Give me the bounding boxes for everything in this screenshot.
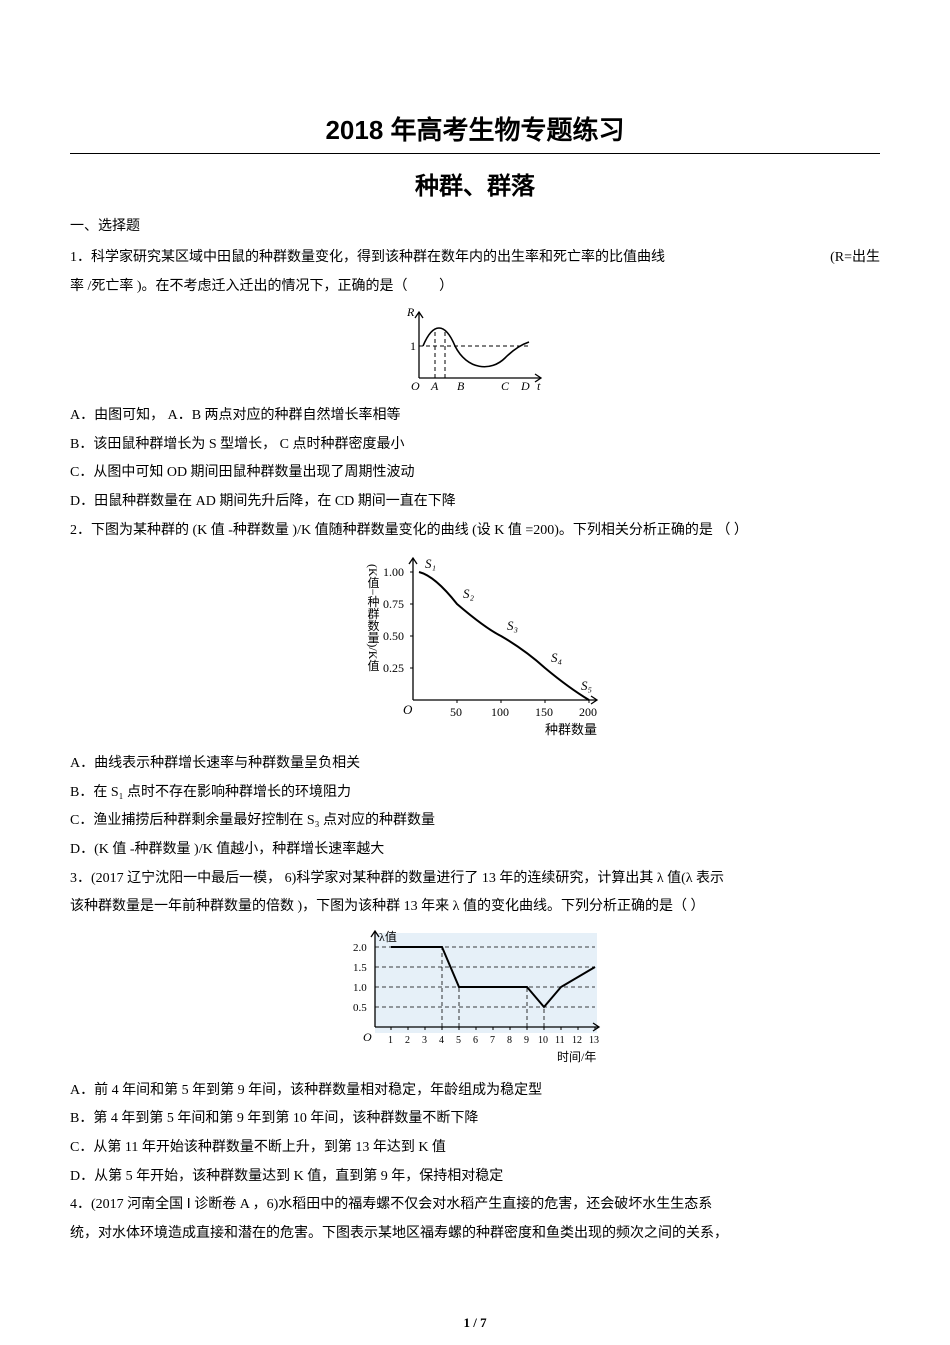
q2-optA: A．曲线表示种群增长速率与种群数量呈负相关	[70, 751, 880, 778]
q2-optB: B．在 S₁ 点时不存在影响种群增长的环境阻力	[70, 780, 880, 807]
q2-S3: S₃	[507, 618, 518, 633]
footer-current: 1	[463, 1315, 470, 1330]
q1-fig-A: A	[430, 379, 439, 392]
q3-xlabel: 时间/年	[557, 1050, 596, 1064]
q1-optD: D．田鼠种群数量在 AD 期间先升后降，在 CD 期间一直在下降	[70, 489, 880, 516]
q2-S1: S₁	[425, 556, 436, 571]
q2-S5: S₅	[581, 678, 592, 693]
q2-ylabel: (K值−种群数量)/K值	[366, 564, 380, 672]
q1-stem-line2: 率 /死亡率 )。在不考虑迁入迁出的情况下，正确的是（ ）	[70, 274, 880, 301]
q1-fig-B: B	[457, 379, 465, 392]
q1-fig-t: t	[537, 379, 541, 392]
q1-stem-c: 率 /死亡率 )。在不考虑迁入迁出的情况下，正确的是（	[70, 279, 408, 294]
main-title: 2018 年高考生物专题练习	[70, 110, 880, 147]
q2-S2: S₂	[463, 586, 475, 601]
q2-figure: 1.00 0.75 0.50 0.25 50 100 150 200 S₁ S₂…	[70, 550, 880, 745]
q1-fig-D: D	[520, 379, 530, 392]
q1-optB: B．该田鼠种群增长为 S 型增长， C 点时种群密度最小	[70, 432, 880, 459]
q1-optA: A．由图可知， A．B 两点对应的种群自然增长率相等	[70, 403, 880, 430]
q1-stem-b: (R=出生	[830, 245, 880, 272]
q1-fig-1: 1	[410, 339, 416, 353]
q3-optD: D．从第 5 年开始，该种群数量达到 K 值，直到第 9 年，保持相对稳定	[70, 1164, 880, 1191]
footer-total: 7	[480, 1315, 487, 1330]
q3-xt-4: 4	[439, 1035, 444, 1046]
q2-optC: C．渔业捕捞后种群剩余量最好控制在 S₃ 点对应的种群数量	[70, 808, 880, 835]
q2-xt-50: 50	[450, 705, 462, 719]
section-label: 一、选择题	[70, 215, 880, 235]
q1-stem-a: 1．科学家研究某区域中田鼠的种群数量变化，得到该种群在数年内的出生率和死亡率的比…	[70, 250, 665, 265]
q3-xt-6: 6	[473, 1035, 478, 1046]
q1-optC: C．从图中可知 OD 期间田鼠种群数量出现了周期性波动	[70, 460, 880, 487]
q2-yt-025: 0.25	[383, 661, 404, 675]
q3-xt-13: 13	[589, 1035, 599, 1046]
q3-xt-1: 1	[388, 1035, 393, 1046]
q3-ylabel: λ值	[379, 929, 397, 944]
q2-O: O	[403, 702, 413, 717]
q2-stem: 2．下图为某种群的 (K 值 -种群数量 )/K 值随种群数量变化的曲线 (设 …	[70, 518, 880, 545]
q1-fig-R: R	[406, 306, 415, 319]
q2-xlabel: 种群数量	[545, 722, 597, 737]
q2-S4: S₄	[551, 650, 563, 665]
q2-xt-200: 200	[579, 705, 597, 719]
q3-xt-12: 12	[572, 1035, 582, 1046]
q1-stem-d: ）	[439, 279, 453, 294]
page-footer: 1 / 7	[0, 1315, 950, 1331]
q2-xt-100: 100	[491, 705, 509, 719]
q3-O: O	[363, 1030, 372, 1044]
q3-xt-2: 2	[405, 1035, 410, 1046]
q2-yt-100: 1.00	[383, 565, 404, 579]
q3-yt-20: 2.0	[353, 942, 367, 954]
q3-xt-5: 5	[456, 1035, 461, 1046]
q3-yt-15: 1.5	[353, 962, 367, 974]
q3-stem-line1: 3．(2017 辽宁沈阳一中最后一模， 6)科学家对某种群的数量进行了 13 年…	[70, 866, 880, 893]
q3-xt-8: 8	[507, 1035, 512, 1046]
q3-optC: C．从第 11 年开始该种群数量不断上升，到第 13 年达到 K 值	[70, 1135, 880, 1162]
q3-xt-11: 11	[555, 1035, 565, 1046]
q3-xt-3: 3	[422, 1035, 427, 1046]
q1-fig-C: C	[501, 379, 510, 392]
q3-xt-7: 7	[490, 1035, 495, 1046]
q3-xt-9: 9	[524, 1035, 529, 1046]
q2-xt-150: 150	[535, 705, 553, 719]
q3-optA: A．前 4 年间和第 5 年到第 9 年间，该种群数量相对稳定，年龄组成为稳定型	[70, 1078, 880, 1105]
sub-title: 种群、群落	[70, 166, 880, 201]
footer-sep: /	[473, 1315, 477, 1330]
q4-stem-line1: 4．(2017 河南全国 Ⅰ 诊断卷 A ，6)水稻田中的福寿螺不仅会对水稻产生…	[70, 1192, 880, 1219]
q1-fig-O: O	[411, 379, 420, 392]
q1-figure: R 1 O A B C D t	[70, 306, 880, 397]
q2-optD: D．(K 值 -种群数量 )/K 值越小，种群增长速率越大	[70, 837, 880, 864]
q3-stem-line2: 该种群数量是一年前种群数量的倍数 )，下图为该种群 13 年来 λ 值的变化曲线…	[70, 894, 880, 921]
q3-yt-05: 0.5	[353, 1002, 367, 1014]
q3-xt-10: 10	[538, 1035, 548, 1046]
q2-yt-075: 0.75	[383, 597, 404, 611]
q2-yt-050: 0.50	[383, 629, 404, 643]
q3-optB: B．第 4 年到第 5 年间和第 9 年到第 10 年间，该种群数量不断下降	[70, 1106, 880, 1133]
q1-stem-line1: 1．科学家研究某区域中田鼠的种群数量变化，得到该种群在数年内的出生率和死亡率的比…	[70, 245, 880, 272]
q4-stem-line2: 统，对水体环境造成直接和潜在的危害。下图表示某地区福寿螺的种群密度和鱼类出现的频…	[70, 1221, 880, 1248]
title-rule	[70, 153, 880, 154]
q3-yt-10: 1.0	[353, 982, 367, 994]
q3-figure: 2.0 1.5 1.0 0.5 12345678910111213 λ值 O 时…	[70, 927, 880, 1072]
